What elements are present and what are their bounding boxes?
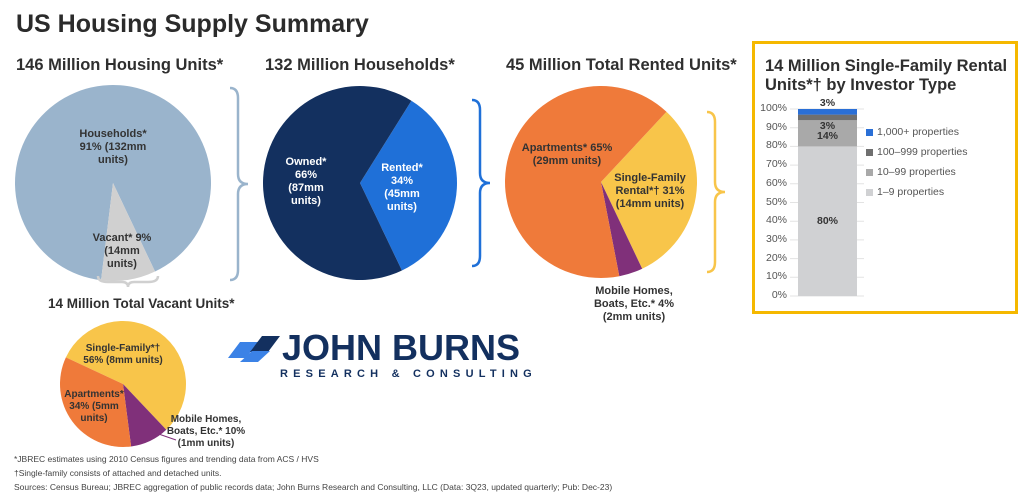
page-title: US Housing Supply Summary [16, 10, 369, 38]
pie-slice-apartments [59, 357, 132, 447]
pie-slice-single-family-rental [601, 111, 697, 269]
y-tick-label: 20% [765, 251, 787, 264]
label-vacant-apartments: Apartments* 34% (5mm units) [64, 389, 124, 424]
pie-slice-households [14, 85, 211, 281]
bar-legend: 1,000+ properties 100–999 properties 10–… [866, 126, 968, 198]
legend-label: 10–99 properties [877, 166, 956, 178]
pie-rented-title: 45 Million Total Rented Units* [506, 56, 737, 74]
brace-small-gray [96, 275, 160, 288]
pie-vacant-title: 14 Million Total Vacant Units* [48, 296, 235, 311]
pie-slice-mobile-homes-boats-etc [601, 182, 643, 277]
y-tick-label: 90% [765, 120, 787, 133]
label-apartments: Apartments* 65% (29mm units) [521, 142, 613, 167]
pie-slice-rented [360, 100, 458, 271]
footnote-single-family: †Single-family consists of attached and … [14, 468, 222, 478]
bar-segment-100-999-properties [798, 114, 857, 121]
y-tick-label: 40% [765, 214, 787, 227]
label-vacant-sf: Single-Family*† 56% (8mm units) [83, 343, 163, 366]
bar-data-label: 14% [816, 130, 838, 143]
pie-slice-single-family [65, 321, 186, 430]
legend-item: 10–99 properties [866, 166, 968, 178]
y-tick-label: 50% [765, 195, 787, 208]
logo-mark-icon [228, 336, 280, 362]
pie-slice-owned [262, 86, 412, 280]
y-tick-label: 80% [765, 139, 787, 152]
legend-swatch [866, 148, 873, 156]
legend-label: 1–9 properties [877, 186, 945, 198]
label-sf-rental: Single-Family Rental*† 31% (14mm units) [614, 172, 686, 210]
label-mobile-rented: Mobile Homes, Boats, Etc.* 4% (2mm units… [593, 285, 675, 323]
bar-data-label: 80% [816, 215, 838, 228]
legend-label: 100–999 properties [877, 146, 968, 158]
pie-slice-apartments [504, 85, 667, 278]
legend-item: 1,000+ properties [866, 126, 968, 138]
legend-item: 100–999 properties [866, 146, 968, 158]
pie-households-title: 132 Million Households* [265, 56, 455, 74]
pie-slice-mobile-homes-boats-etc [123, 384, 167, 447]
investor-type-panel [752, 41, 1018, 314]
bar-data-label: 3% [819, 119, 836, 132]
y-tick-label: 0% [771, 289, 787, 301]
y-tick-label: 60% [765, 176, 787, 189]
legend-item: 1–9 properties [866, 186, 968, 198]
pie-slice-vacant [101, 183, 156, 281]
pie-housing-units-title: 146 Million Housing Units* [16, 56, 224, 74]
leader-line [149, 430, 177, 441]
footnote-sources: Sources: Census Bureau; JBREC aggregatio… [14, 482, 613, 492]
brace-yellow [706, 110, 726, 274]
brace-gray [229, 86, 249, 282]
bar-segment-1-9-properties [798, 146, 857, 296]
label-households: Households* 91% (132mm units) [79, 128, 147, 166]
bar-segment-10-99-properties [798, 120, 857, 147]
label-owned: Owned* 66% (87mm units) [285, 156, 327, 207]
label-vacant: Vacant* 9% (14mm units) [92, 232, 152, 270]
legend-label: 1,000+ properties [877, 126, 960, 138]
y-tick-label: 10% [765, 270, 787, 283]
y-tick-label: 70% [765, 158, 787, 171]
bar-segment-1-000-properties [798, 109, 857, 115]
bar-chart-title: 14 Million Single-Family Rental Units*† … [765, 57, 1008, 94]
brace-blue [471, 98, 491, 268]
footnote-estimates: *JBREC estimates using 2010 Census figur… [14, 454, 319, 464]
label-vacant-mobile: Mobile Homes, Boats, Etc.* 10% (1mm unit… [166, 414, 246, 449]
y-tick-label: 100% [760, 102, 787, 114]
bar-data-label: 3% [819, 97, 836, 109]
legend-swatch [866, 188, 873, 196]
label-rented: Rented* 34% (45mm units) [381, 162, 423, 213]
logo-subtext: RESEARCH & CONSULTING [280, 368, 537, 380]
logo-text: JOHN BURNS [282, 327, 521, 368]
legend-swatch [866, 168, 873, 176]
y-tick-label: 30% [765, 232, 787, 245]
legend-swatch [866, 128, 873, 136]
